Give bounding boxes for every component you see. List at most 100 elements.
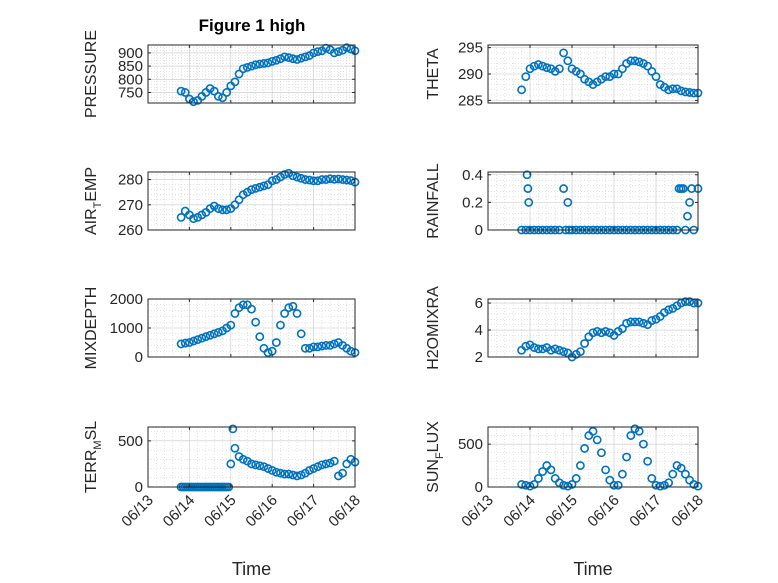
data-point [626,431,636,440]
data-point [234,69,244,79]
y-tick-label: 800 [118,71,143,88]
data-point [342,43,352,53]
data-point [267,465,277,475]
data-point [313,342,323,352]
axes-background [148,172,355,230]
data-point [317,341,327,351]
axes-frame [487,298,699,358]
y-tick-label: 0 [135,349,143,366]
data-point [263,348,273,358]
data-point [639,318,648,328]
y-tick-label: 0.4 [462,167,483,184]
data-point [259,181,269,191]
axes-frame [487,171,699,231]
data-point [622,318,631,328]
data-point [622,452,631,462]
data-point [576,347,585,357]
y-tick-label: 295 [458,40,483,57]
data-point [576,461,585,470]
data-point [668,469,678,479]
data-point [280,52,290,62]
data-point [213,92,223,101]
data-point [601,326,610,336]
data-point [296,53,306,63]
data-point [222,88,232,97]
data-point [609,69,619,79]
data-point [213,204,223,213]
data-point [209,86,219,96]
data-point [634,426,644,436]
x-axis-label: Time [573,559,612,579]
data-point [683,211,692,221]
data-point [639,439,648,449]
x-tick-label: 06/18 [668,492,707,531]
data-point [571,474,581,483]
data-point [685,297,694,307]
data-point [329,174,339,184]
data-point [309,342,318,352]
data-point [218,93,227,103]
data-point [184,338,194,347]
y-axis-label: RAINFALL [425,163,442,239]
data-point [292,471,302,481]
y-tick-label: 500 [118,433,143,450]
y-tick-label: 750 [118,84,143,101]
data-point [288,54,298,64]
y-tick-label: 2 [475,349,483,366]
data-point [276,54,285,64]
data-point [525,481,535,491]
data-point [676,86,686,96]
data-point [546,345,556,355]
subplot-8: 06/13 06/14 06/15 06/16 06/17 06/18 0 500 SUNFLU… [425,421,707,579]
data-point [280,170,290,179]
data-point [321,175,331,184]
axes-frame [147,171,356,231]
y-axis-label: MIXDEPTH [83,287,100,370]
y-axis-label: AIRTEMP [83,167,104,235]
data-point [681,297,690,307]
data-point [534,474,543,483]
x-tick-label: 06/17 [626,492,665,531]
data-point [630,56,640,66]
data-point [542,63,552,73]
data-point [534,344,543,354]
data-point [626,317,636,327]
data-point [230,443,240,453]
data-point [521,341,531,351]
data-point [255,182,265,192]
data-point [681,87,690,97]
data-point [325,340,335,350]
y-tick-label: 260 [118,222,143,239]
x-tick-label: 06/14 [500,492,539,531]
data-point [613,480,623,490]
data-point [647,474,657,483]
data-point [292,172,302,182]
data-point [313,47,323,56]
data-point [523,184,533,193]
data-point [189,214,198,224]
data-point [634,317,644,327]
subplot-2: 285 290 295 THETA [425,40,703,109]
y-axis-label: PRESSURE [83,30,100,118]
data-point [305,175,314,185]
data-point [524,197,534,207]
data-point [618,324,627,334]
data-point [550,344,560,354]
data-point [226,459,236,469]
data-point [317,460,327,470]
data-point [664,478,673,488]
data-point [643,61,652,71]
data-point [329,456,339,466]
y-tick-label: 270 [118,197,143,214]
data-point [651,480,661,490]
data-point [342,175,352,185]
data-point [647,66,657,76]
data-point [176,212,186,222]
data-point [630,317,640,327]
data-point [255,59,265,69]
axes-frame [147,44,356,104]
data-point [280,309,290,318]
data-point [643,456,652,466]
y-tick-label: 280 [118,172,143,189]
